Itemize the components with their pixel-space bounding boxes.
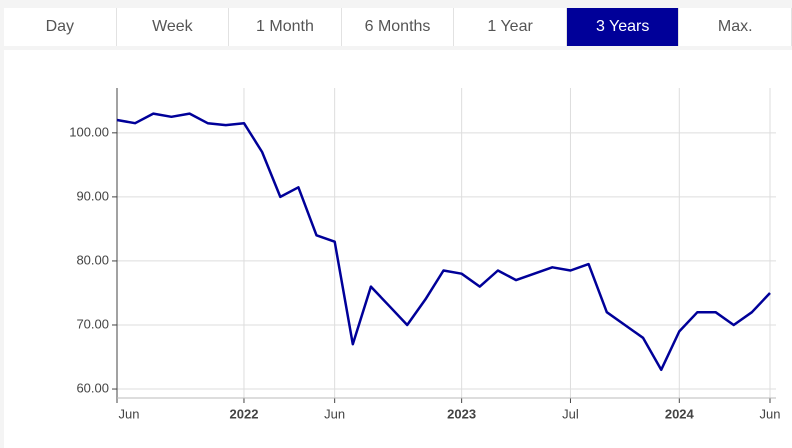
x-tick-label: 2024	[665, 406, 695, 421]
x-tick-label: 2022	[230, 406, 259, 421]
x-tick-label: Jun	[760, 406, 781, 421]
range-tab[interactable]: Max.	[679, 8, 792, 46]
x-tick-label: 2023	[447, 406, 476, 421]
range-tab[interactable]: 3 Years	[566, 8, 680, 46]
y-tick-label: 90.00	[76, 188, 109, 203]
price-line	[116, 112, 771, 372]
x-tick-label: Jul	[562, 406, 579, 421]
chart-card: 60.00 70.00 80.00 90.00 100.00 Jun 2022 Jun 2023…	[4, 50, 792, 448]
range-tab[interactable]: Week	[116, 8, 230, 46]
x-tick-label: Jun	[324, 406, 345, 421]
range-tab[interactable]: Day	[4, 8, 117, 46]
range-tab[interactable]: 1 Year	[454, 8, 567, 46]
y-tick-label: 70.00	[76, 316, 109, 331]
range-tab[interactable]: 1 Month	[229, 8, 342, 46]
y-tick-label: 60.00	[76, 380, 109, 395]
range-tabs: Day Week 1 Month 6 Months 1 Year 3 Years Max.	[4, 8, 792, 46]
x-tick-label: Jun	[119, 406, 140, 421]
y-tick-label: 100.00	[69, 124, 109, 139]
y-tick-label: 80.00	[76, 252, 109, 267]
chart: 60.00 70.00 80.00 90.00 100.00 Jun 2022 Jun 2023…	[69, 88, 781, 421]
range-tab[interactable]: 6 Months	[341, 8, 455, 46]
